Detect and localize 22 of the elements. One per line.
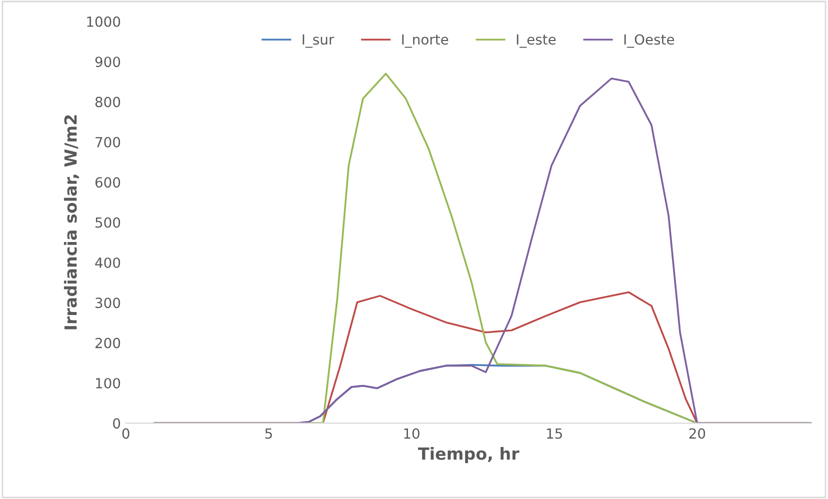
- y-tick-label: 600: [95, 177, 120, 188]
- legend-label: I_este: [516, 34, 556, 48]
- x-tick-label: 0: [122, 428, 130, 439]
- y-tick-label: 400: [95, 257, 120, 268]
- x-tick-label: 20: [689, 428, 706, 439]
- y-tick-label: 200: [96, 338, 120, 348]
- y-tick-label: 900: [95, 56, 120, 68]
- x-tick-label: 5: [265, 428, 272, 439]
- y-tick-label: 1000: [87, 16, 120, 27]
- y-tick-label: 700: [96, 136, 120, 148]
- y-tick-label: 100: [96, 378, 120, 388]
- legend-label: I_sur: [302, 34, 334, 48]
- y-tick-label: 0: [113, 418, 120, 429]
- y-tick-label: 300: [96, 298, 120, 308]
- y-tick-label: 800: [95, 96, 120, 108]
- y-tick-label: 500: [96, 217, 120, 228]
- y-axis-title: Irradiancia solar, W/m2: [64, 115, 79, 330]
- x-tick-label: 10: [404, 428, 420, 439]
- legend-label: I_norte: [402, 34, 448, 48]
- x-axis-title: Tiempo, hr: [418, 447, 520, 464]
- legend-label: I_Oeste: [624, 34, 674, 48]
- x-tick-label: 15: [547, 428, 562, 439]
